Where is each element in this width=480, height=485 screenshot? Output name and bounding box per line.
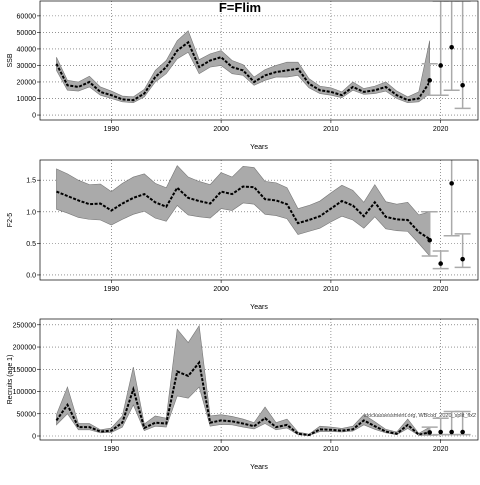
- x-tick-label: 2020: [433, 286, 449, 293]
- y-tick-label: 0: [32, 113, 36, 120]
- point: [460, 256, 465, 262]
- confidence-band: [56, 30, 430, 103]
- point: [460, 429, 465, 435]
- x-axis-label: Years: [250, 144, 268, 151]
- x-tick-label: 2000: [213, 446, 229, 453]
- point: [449, 181, 454, 186]
- y-tick-label: 50000: [17, 411, 37, 418]
- y-tick-label: 1.0: [26, 209, 36, 216]
- x-tick-label: 2010: [323, 126, 339, 133]
- y-tick-label: 0: [32, 433, 36, 440]
- x-axis-label: Years: [250, 464, 268, 471]
- y-tick-label: 20000: [17, 79, 37, 86]
- estimate-line: [56, 185, 431, 240]
- chart-title: F=Flim: [219, 0, 261, 15]
- y-tick-label: 60000: [17, 13, 37, 20]
- y-tick-label: 250000: [13, 322, 36, 329]
- point: [460, 82, 465, 88]
- x-tick-label: 1990: [104, 126, 120, 133]
- x-tick-label: 2000: [213, 126, 229, 133]
- point: [427, 237, 432, 243]
- y-tick-label: 200000: [13, 345, 36, 352]
- x-tick-label: 1990: [104, 286, 120, 293]
- x-tick-label: 2000: [213, 286, 229, 293]
- annotation: stockassessment.org, WBcod_2020_split_fi…: [364, 413, 476, 419]
- y-tick-label: 10000: [17, 96, 37, 103]
- point: [427, 78, 432, 83]
- point: [449, 44, 454, 50]
- y-tick-label: 100000: [13, 389, 36, 396]
- point: [449, 429, 454, 435]
- x-tick-label: 2010: [323, 446, 339, 453]
- estimate-line: [55, 360, 430, 437]
- point: [438, 429, 443, 435]
- point: [438, 63, 443, 68]
- plot-frame: [39, 159, 479, 281]
- confidence-band: [56, 324, 430, 436]
- y-tick-label: 0.5: [26, 241, 36, 248]
- y-tick-label: 50000: [17, 30, 37, 37]
- point: [438, 261, 443, 266]
- plot-area: [55, 1, 471, 110]
- estimate-line: [55, 40, 431, 102]
- y-tick-label: 0.0: [26, 272, 36, 279]
- point: [427, 430, 432, 435]
- y-tick-label: 150000: [13, 367, 36, 374]
- y-tick-label: 30000: [17, 63, 37, 70]
- y-axis-label: F2-5: [7, 213, 14, 228]
- x-tick-label: 2020: [433, 446, 449, 453]
- y-tick-label: 1.5: [26, 178, 36, 185]
- x-tick-label: 2020: [433, 126, 449, 133]
- x-axis-label: Years: [250, 304, 268, 311]
- plot-frame: [39, 0, 479, 121]
- y-axis-label: Recruits (age 1): [7, 355, 14, 405]
- y-tick-label: 40000: [17, 46, 37, 53]
- plot-frame: [39, 318, 479, 441]
- plot-area: [56, 160, 471, 270]
- x-tick-label: 1990: [104, 446, 120, 453]
- x-tick-label: 2010: [323, 286, 339, 293]
- y-axis-label: SSB: [7, 53, 14, 67]
- plot-area: [55, 324, 471, 437]
